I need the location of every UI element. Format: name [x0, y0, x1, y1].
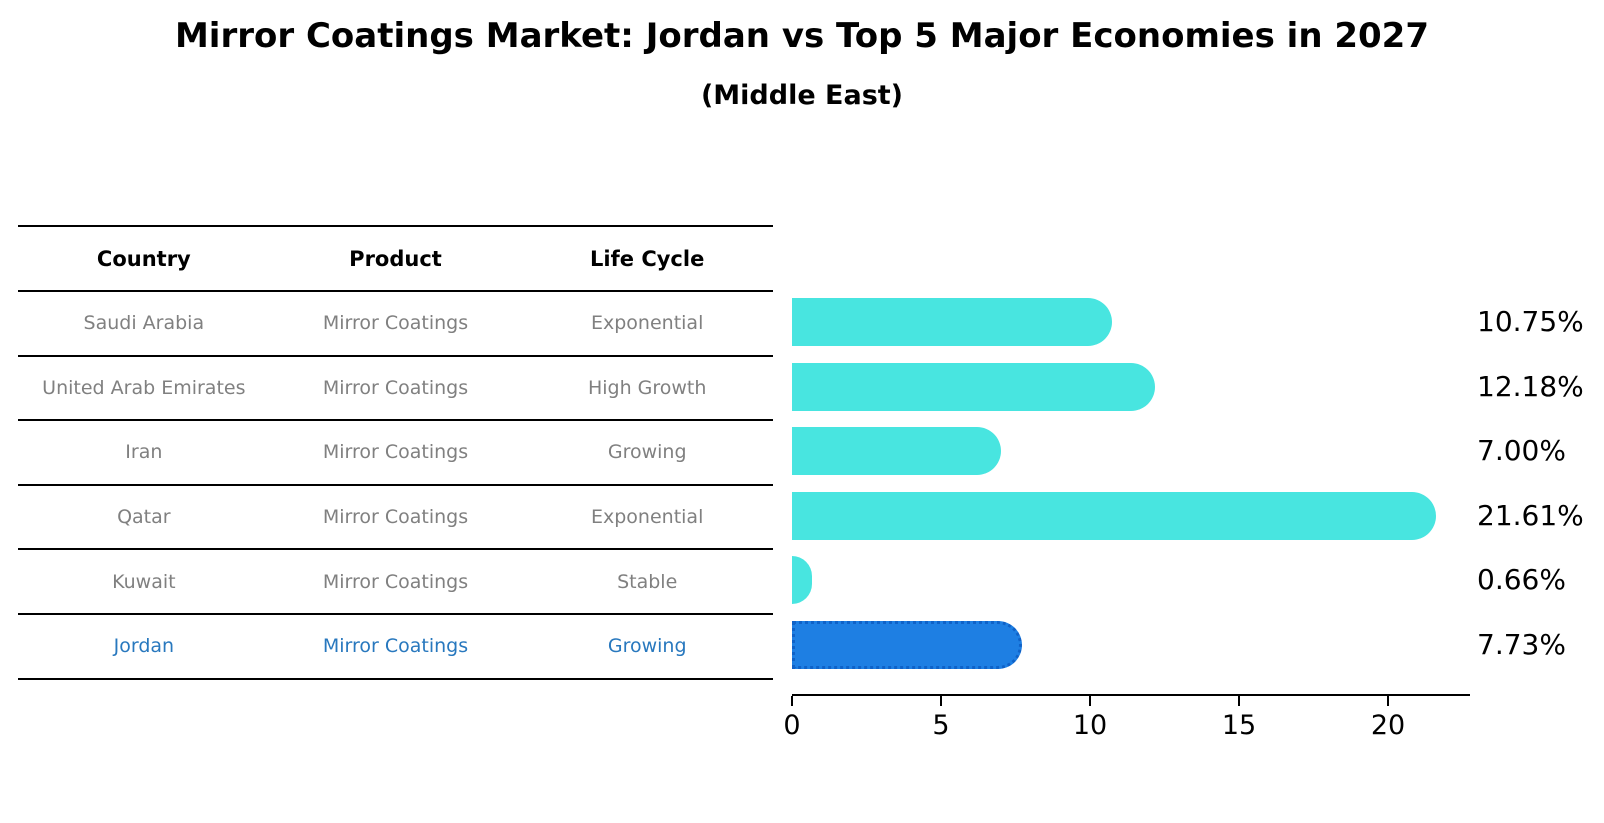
x-tick-label: 5 [932, 710, 950, 741]
page-title: Mirror Coatings Market: Jordan vs Top 5 … [174, 16, 1430, 56]
table-row-qatar: Qatar Mirror Coatings Exponential [18, 486, 773, 551]
x-tick-mark [940, 696, 942, 706]
x-tick-label: 0 [783, 710, 801, 741]
x-tick-mark [1238, 696, 1240, 706]
x-tick-label: 20 [1370, 710, 1406, 741]
bar-jordan [792, 621, 1023, 669]
table-row-jordan: Jordan Mirror Coatings Growing [18, 615, 773, 680]
cell-product: Mirror Coatings [322, 441, 469, 464]
table-header-life-cycle: Life Cycle [590, 246, 705, 271]
cell-life-cycle: Growing [607, 635, 687, 658]
table-row-united-arab-emirates: United Arab Emirates Mirror Coatings Hig… [18, 357, 773, 422]
table-header-row: Country Product Life Cycle [18, 227, 773, 292]
x-tick-mark [1387, 696, 1389, 706]
cell-product: Mirror Coatings [322, 312, 469, 335]
cell-life-cycle: Exponential [591, 506, 704, 529]
x-axis-ticks: 0 5 10 15 20 [783, 694, 1470, 754]
bar-saudi-arabia [792, 298, 1113, 346]
cell-life-cycle: Growing [607, 441, 687, 464]
x-tick-label: 10 [1072, 710, 1108, 741]
x-tick-mark [1089, 696, 1091, 706]
table-row-iran: Iran Mirror Coatings Growing [18, 421, 773, 486]
table-row-saudi-arabia: Saudi Arabia Mirror Coatings Exponential [18, 292, 773, 357]
cell-country: Jordan [113, 635, 175, 658]
x-axis-line [792, 694, 1470, 696]
bar-kuwait [792, 556, 812, 604]
value-label-iran: 7.00% [1477, 434, 1566, 467]
cell-country: Qatar [117, 506, 171, 529]
cell-life-cycle: Stable [617, 570, 678, 593]
cell-life-cycle: Exponential [591, 312, 704, 335]
x-tick-mark [791, 696, 793, 706]
value-label-jordan: 7.73% [1477, 628, 1566, 661]
table-header-product: Product [349, 246, 442, 271]
bar-qatar [792, 492, 1436, 540]
cell-product: Mirror Coatings [322, 635, 469, 658]
value-label-kuwait: 0.66% [1477, 563, 1566, 596]
page-subtitle: (Middle East) [700, 80, 904, 111]
cell-country: Iran [125, 441, 163, 464]
value-label-qatar: 21.61% [1477, 499, 1584, 532]
table-row-kuwait: Kuwait Mirror Coatings Stable [18, 550, 773, 615]
cell-product: Mirror Coatings [322, 376, 469, 399]
data-table: Country Product Life Cycle Saudi Arabia … [18, 225, 773, 680]
cell-product: Mirror Coatings [322, 570, 469, 593]
table-header-country: Country [96, 246, 191, 271]
bar-united-arab-emirates [792, 363, 1155, 411]
cell-country: Kuwait [112, 570, 176, 593]
x-tick-label: 15 [1221, 710, 1257, 741]
cell-country: Saudi Arabia [83, 312, 205, 335]
cell-life-cycle: High Growth [587, 376, 707, 399]
value-label-united-arab-emirates: 12.18% [1477, 370, 1584, 403]
bar-iran [792, 427, 1001, 475]
cell-country: United Arab Emirates [42, 376, 246, 399]
cell-product: Mirror Coatings [322, 506, 469, 529]
value-label-saudi-arabia: 10.75% [1477, 305, 1584, 338]
